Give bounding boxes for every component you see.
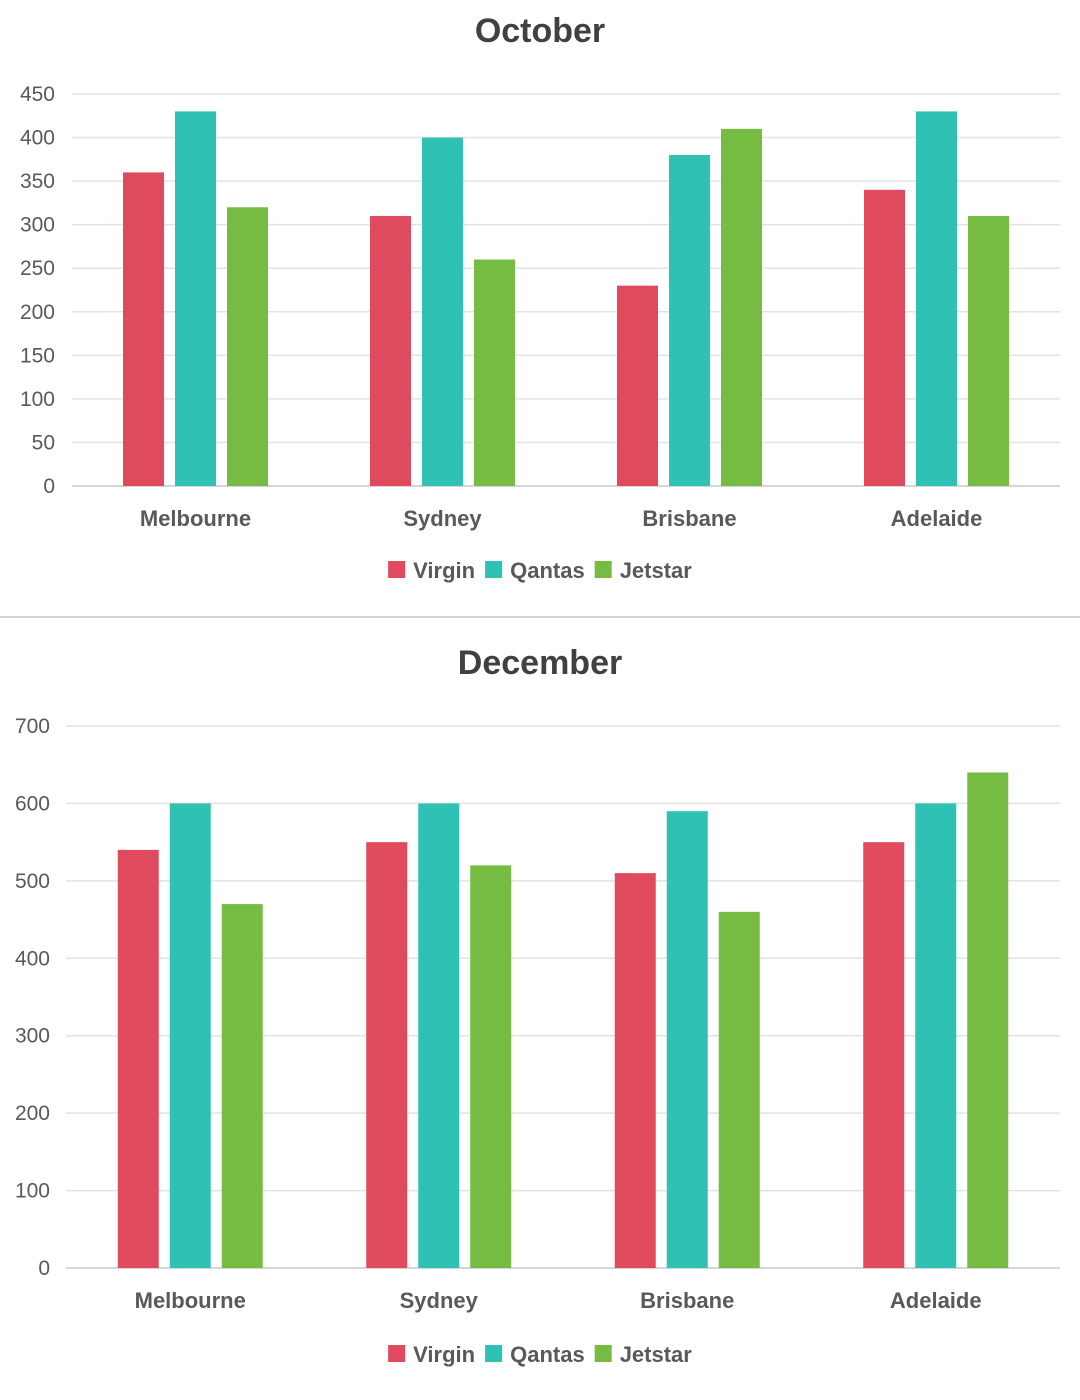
- y-tick-label: 700: [15, 715, 50, 738]
- bar-jetstar-adelaide: [968, 215, 1009, 486]
- legend-swatch-virgin: [388, 1345, 406, 1362]
- legend-label-virgin: Virgin: [413, 1342, 475, 1367]
- y-tick-label: 300: [20, 214, 55, 237]
- legend-swatch-virgin: [388, 561, 406, 578]
- legend: Virgin Qantas Jetstar: [388, 558, 692, 583]
- bar-virgin-brisbane: [617, 285, 658, 486]
- y-tick-label: 300: [15, 1025, 50, 1048]
- october-chart: October 0 50 100 150 200 250 300 350 400 450 Melbou…: [0, 0, 1080, 617]
- bar-virgin-sydney: [366, 842, 408, 1268]
- legend-swatch-qantas: [485, 561, 503, 578]
- category-label: Sydney: [403, 506, 482, 531]
- y-tick-label: 400: [20, 127, 55, 150]
- chart-divider: [0, 616, 1080, 618]
- y-tick-label: 400: [15, 947, 50, 970]
- bar-qantas-adelaide: [916, 111, 957, 486]
- bar-qantas-melbourne: [175, 111, 216, 486]
- y-tick-label: 150: [20, 344, 55, 367]
- legend-label-jetstar: Jetstar: [620, 1342, 693, 1367]
- bar-jetstar-sydney: [474, 259, 515, 486]
- legend: Virgin Qantas Jetstar: [388, 1342, 692, 1367]
- october-chart-svg: October 0 50 100 150 200 250 300 350 400 450 Melbou…: [20, 12, 1060, 583]
- category-label: Sydney: [400, 1288, 479, 1313]
- category-label: Brisbane: [642, 506, 736, 531]
- bar-qantas-brisbane: [669, 154, 710, 486]
- y-tick-label: 50: [32, 431, 55, 454]
- legend-label-qantas: Qantas: [510, 558, 585, 583]
- bar-virgin-adelaide: [863, 842, 905, 1268]
- bar-qantas-sydney: [418, 803, 460, 1268]
- y-tick-label: 200: [15, 1102, 50, 1125]
- y-tick-label: 600: [15, 792, 50, 815]
- category-label: Adelaide: [891, 506, 983, 531]
- legend-label-jetstar: Jetstar: [620, 558, 693, 583]
- bar-qantas-melbourne: [169, 803, 211, 1268]
- bar-jetstar-adelaide: [967, 772, 1009, 1268]
- bar-jetstar-brisbane: [721, 128, 762, 486]
- bar-qantas-sydney: [422, 137, 463, 487]
- chart-title: October: [475, 12, 605, 50]
- y-tick-label: 0: [38, 1257, 50, 1280]
- december-chart-svg: December 0 100 200 300 400 500 600 700 Melbourne S…: [15, 644, 1060, 1367]
- bar-qantas-adelaide: [915, 803, 957, 1268]
- y-tick-label: 100: [20, 388, 55, 411]
- legend-label-qantas: Qantas: [510, 1342, 585, 1367]
- y-tick-label: 200: [20, 301, 55, 324]
- bar-virgin-brisbane: [614, 873, 656, 1268]
- y-tick-label: 500: [15, 870, 50, 893]
- legend-swatch-qantas: [485, 1345, 503, 1362]
- category-label: Adelaide: [890, 1288, 982, 1313]
- bar-jetstar-melbourne: [227, 207, 268, 486]
- y-tick-label: 250: [20, 257, 55, 280]
- december-chart: December 0 100 200 300 400 500 600 700 Melbourne S…: [0, 618, 1080, 1395]
- chart-title: December: [458, 644, 622, 682]
- y-tick-label: 100: [15, 1180, 50, 1203]
- category-label: Brisbane: [640, 1288, 734, 1313]
- bar-virgin-melbourne: [117, 849, 159, 1268]
- category-label: Melbourne: [135, 1288, 246, 1313]
- bar-virgin-melbourne: [123, 172, 164, 486]
- bar-virgin-sydney: [370, 215, 411, 486]
- bar-jetstar-brisbane: [718, 911, 760, 1268]
- legend-swatch-jetstar: [594, 1345, 612, 1362]
- y-tick-label: 0: [43, 475, 55, 498]
- bar-jetstar-melbourne: [221, 904, 263, 1268]
- category-label: Melbourne: [140, 506, 251, 531]
- bar-virgin-adelaide: [864, 189, 905, 487]
- legend-swatch-jetstar: [594, 561, 612, 578]
- y-tick-label: 450: [20, 83, 55, 106]
- bar-qantas-brisbane: [666, 811, 708, 1268]
- y-tick-label: 350: [20, 170, 55, 193]
- legend-label-virgin: Virgin: [413, 558, 475, 583]
- bar-jetstar-sydney: [470, 865, 512, 1268]
